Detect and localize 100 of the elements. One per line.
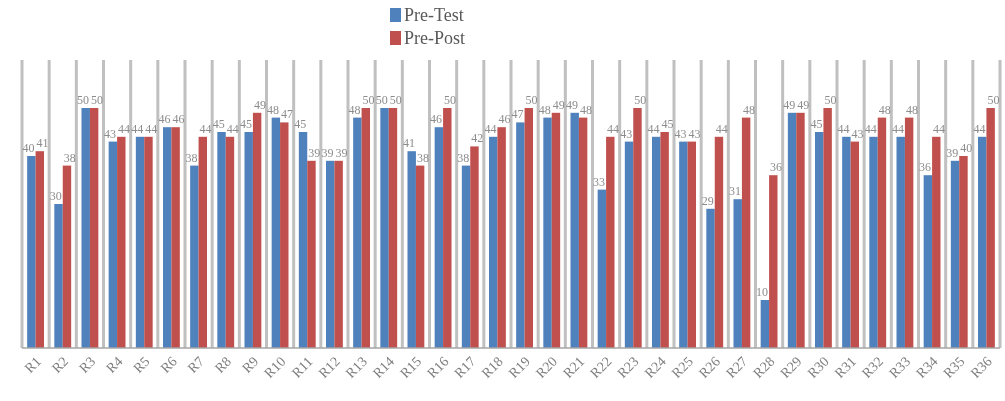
bar bbox=[280, 122, 289, 348]
bar bbox=[823, 108, 832, 348]
bar bbox=[578, 117, 588, 348]
data-label: 45 bbox=[661, 117, 674, 131]
bar bbox=[896, 136, 905, 348]
data-label: 48 bbox=[538, 102, 551, 117]
data-label: 47 bbox=[511, 107, 524, 122]
bar bbox=[461, 165, 471, 348]
data-label: 46 bbox=[430, 112, 443, 127]
data-label: 50 bbox=[389, 93, 402, 107]
data-label: 45 bbox=[212, 117, 225, 131]
data-label: 44 bbox=[933, 121, 946, 136]
bar bbox=[135, 136, 145, 348]
x-tick-label: R36 bbox=[967, 353, 995, 381]
x-tick-label: R30 bbox=[804, 353, 832, 381]
bar bbox=[904, 117, 914, 348]
data-label: 39 bbox=[321, 145, 334, 160]
data-label: 49 bbox=[797, 97, 810, 112]
data-label: 42 bbox=[471, 131, 484, 146]
x-tick-label: R1 bbox=[21, 353, 44, 376]
data-label: 36 bbox=[919, 160, 932, 175]
data-label: 49 bbox=[565, 97, 578, 112]
bar bbox=[769, 175, 778, 348]
x-tick-label: R10 bbox=[261, 353, 289, 381]
bar bbox=[850, 141, 859, 348]
bar bbox=[89, 108, 99, 348]
data-label: 44 bbox=[864, 121, 877, 136]
x-tick-label: R20 bbox=[533, 353, 561, 381]
bar bbox=[524, 108, 533, 348]
x-tick-label: R11 bbox=[288, 353, 316, 381]
x-tick-label: R25 bbox=[668, 353, 696, 381]
bar bbox=[687, 141, 696, 348]
legend-label: Pre-Post bbox=[404, 28, 466, 48]
bar bbox=[787, 112, 797, 348]
data-label: 39 bbox=[308, 145, 321, 160]
data-label: 46 bbox=[172, 112, 185, 127]
data-label: 44 bbox=[837, 121, 850, 136]
bar bbox=[796, 112, 805, 348]
bar bbox=[380, 108, 389, 348]
data-label: 48 bbox=[267, 102, 280, 117]
bar bbox=[117, 136, 126, 348]
x-tick-label: R13 bbox=[342, 353, 370, 381]
x-tick-label: R29 bbox=[777, 353, 805, 381]
x-tick-label: R9 bbox=[239, 353, 262, 376]
data-label: 44 bbox=[118, 121, 131, 136]
bar bbox=[986, 108, 995, 348]
data-label: 50 bbox=[525, 93, 538, 107]
bar bbox=[950, 160, 960, 348]
data-label: 45 bbox=[239, 117, 252, 131]
bar bbox=[388, 108, 398, 348]
data-label: 41 bbox=[402, 136, 415, 151]
x-tick-label: R16 bbox=[424, 353, 452, 381]
x-tick-label: R33 bbox=[886, 353, 914, 381]
x-tick-label: R12 bbox=[315, 353, 343, 381]
data-label: 43 bbox=[851, 126, 864, 141]
bar bbox=[624, 141, 634, 348]
data-label: 48 bbox=[742, 102, 755, 117]
data-label: 45 bbox=[294, 117, 307, 131]
x-tick-label: R8 bbox=[211, 353, 235, 376]
bar bbox=[932, 136, 941, 348]
bar bbox=[660, 132, 669, 348]
bar bbox=[108, 141, 118, 348]
bar bbox=[978, 136, 987, 348]
bar bbox=[81, 108, 90, 348]
bar bbox=[470, 146, 479, 348]
bar bbox=[434, 127, 444, 348]
x-tick-label: R15 bbox=[397, 353, 425, 381]
data-label: 50 bbox=[634, 93, 647, 107]
bar bbox=[443, 108, 452, 348]
data-label: 40 bbox=[960, 141, 973, 155]
bar bbox=[489, 136, 498, 348]
bar bbox=[959, 156, 968, 348]
x-tick-label: R2 bbox=[48, 353, 72, 376]
bar bbox=[326, 160, 335, 348]
data-label: 43 bbox=[674, 126, 687, 141]
bar bbox=[633, 108, 642, 348]
bar bbox=[244, 132, 253, 348]
bar bbox=[516, 122, 525, 348]
bar bbox=[190, 165, 199, 348]
bar bbox=[741, 117, 751, 348]
bar bbox=[252, 112, 262, 348]
bar bbox=[361, 108, 370, 348]
data-label: 38 bbox=[63, 150, 76, 165]
data-label: 44 bbox=[131, 121, 144, 136]
data-label: 39 bbox=[946, 145, 959, 160]
bar bbox=[606, 136, 615, 348]
data-label: 38 bbox=[185, 150, 198, 165]
bar bbox=[679, 141, 688, 348]
x-tick-label: R7 bbox=[184, 353, 207, 376]
bar bbox=[271, 117, 281, 348]
bar bbox=[163, 127, 172, 348]
x-tick-label: R19 bbox=[505, 353, 533, 381]
data-label: 46 bbox=[498, 112, 511, 127]
data-label: 10 bbox=[756, 285, 769, 299]
data-label: 43 bbox=[104, 126, 117, 141]
x-tick-label: R24 bbox=[641, 353, 669, 381]
data-label: 44 bbox=[647, 121, 660, 136]
x-tick-label: R22 bbox=[587, 353, 615, 381]
bar bbox=[27, 156, 36, 348]
x-tick-label: R4 bbox=[103, 353, 126, 376]
